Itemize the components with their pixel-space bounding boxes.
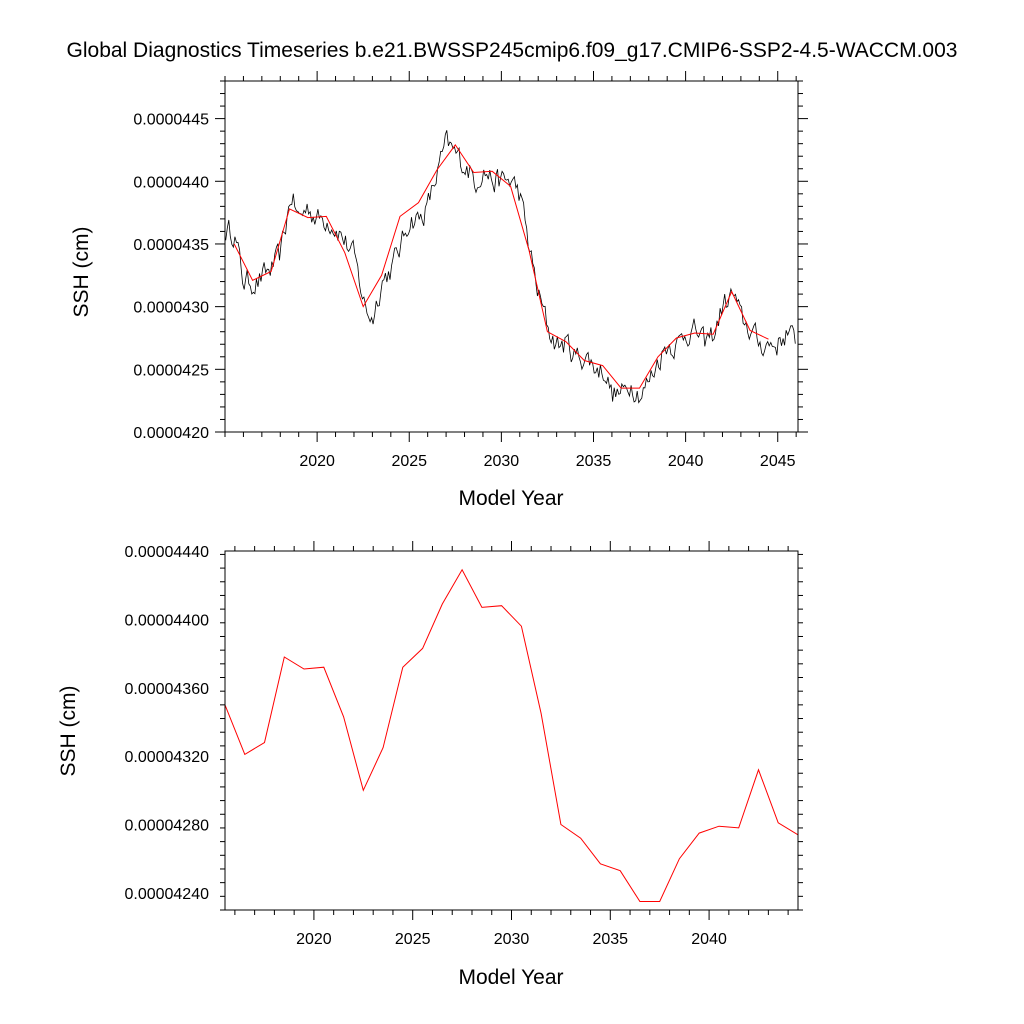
- bottom-panel: Model Year SSH (cm) 2020 2025 2030 2035 2040…: [57, 541, 803, 989]
- bottom-y-tick-label: 0.00004360: [124, 681, 209, 698]
- top-y-tick-label: 0.0000440: [133, 174, 209, 191]
- top-y-tick-label: 0.0000425: [133, 362, 209, 379]
- top-y-tick-label: 0.0000430: [133, 300, 209, 317]
- top-x-axis-label: Model Year: [458, 487, 563, 510]
- bottom-x-tick-label: 2025: [395, 931, 431, 948]
- top-series-monthly-line: [225, 130, 796, 404]
- top-x-tick-label: 2035: [576, 453, 612, 470]
- bottom-y-tick-label: 0.00004280: [124, 818, 209, 835]
- top-y-tick-label: 0.0000435: [133, 237, 209, 254]
- bottom-x-tick-label: 2020: [296, 931, 332, 948]
- bottom-y-tick-label: 0.00004320: [124, 749, 209, 766]
- top-y-axis-label: SSH (cm): [70, 227, 93, 318]
- top-x-tick-label: 2020: [299, 453, 335, 470]
- top-plot-frame: [224, 80, 799, 433]
- top-y-tick-label: 0.0000420: [133, 425, 209, 442]
- bottom-x-tick-label: 2040: [691, 931, 727, 948]
- top-panel: Model Year SSH (cm) 2020 2025 2030 2035 2040…: [70, 71, 808, 510]
- bottom-y-tick-label: 0.00004400: [124, 612, 209, 629]
- top-x-tick-label: 2030: [484, 453, 520, 470]
- bottom-y-tick-label: 0.00004440: [124, 544, 209, 561]
- top-y-tick-label: 0.0000445: [133, 112, 209, 129]
- bottom-x-tick-label: 2030: [494, 931, 530, 948]
- bottom-plot-frame: [224, 550, 799, 911]
- top-x-tick-label: 2025: [391, 453, 427, 470]
- bottom-x-axis-label: Model Year: [458, 966, 563, 989]
- top-series-annual-line: [233, 144, 769, 389]
- top-x-tick-label: 2040: [668, 453, 704, 470]
- bottom-y-tick-label: 0.00004240: [124, 886, 209, 903]
- bottom-x-tick-label: 2035: [592, 931, 628, 948]
- top-x-tick-label: 2045: [760, 453, 796, 470]
- figure-title: Global Diagnostics Timeseries b.e21.BWSS…: [67, 39, 958, 62]
- bottom-series-annual-line: [225, 568, 798, 902]
- bottom-y-axis-label: SSH (cm): [57, 686, 80, 777]
